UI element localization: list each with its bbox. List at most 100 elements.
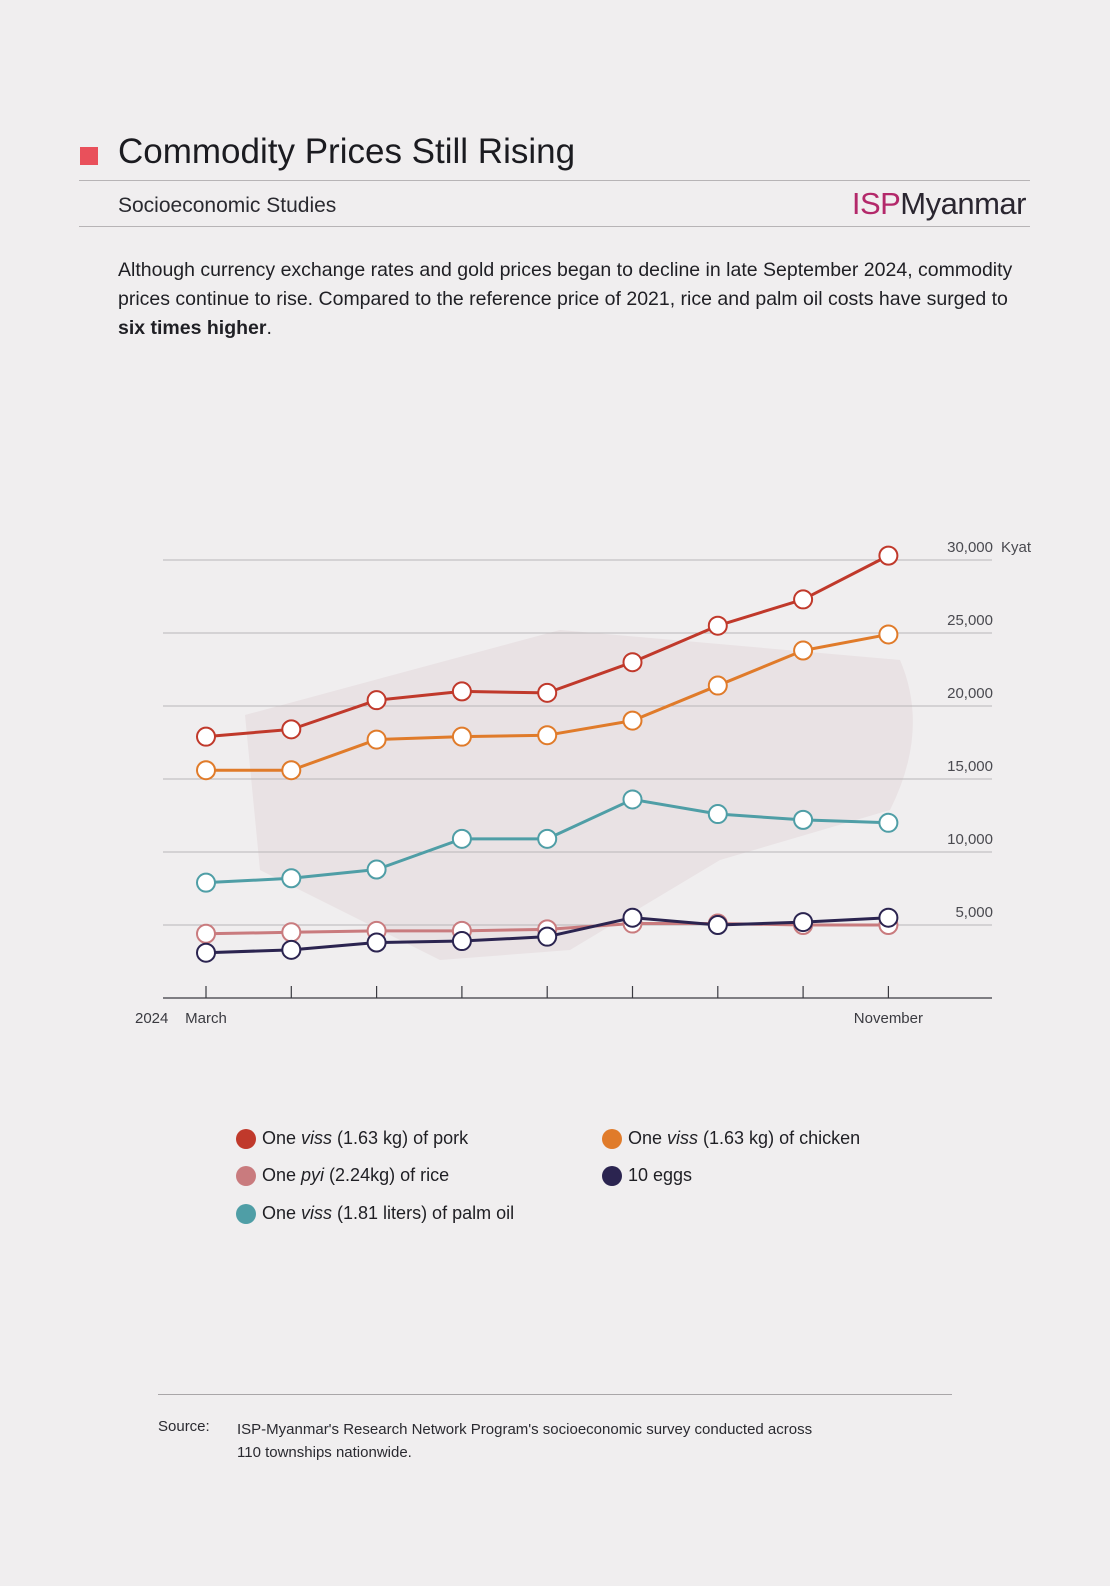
legend-label-suffix: (2.24kg) of rice	[324, 1165, 450, 1185]
series-palm-oil	[196, 789, 899, 893]
series-pork	[196, 545, 899, 747]
legend-label-prefix: One	[262, 1203, 302, 1223]
data-point	[878, 624, 899, 645]
watermark-logo	[245, 630, 913, 960]
legend-label-unit: viss	[667, 1128, 699, 1148]
series-chicken	[196, 624, 899, 781]
data-point	[622, 789, 643, 810]
data-point	[281, 939, 302, 960]
legend-item: One viss (1.63 kg) of pork	[236, 1128, 468, 1149]
legend-label-prefix: One	[262, 1165, 302, 1185]
data-point	[196, 872, 216, 893]
source-text: ISP-Myanmar's Research Network Program's…	[237, 1418, 837, 1464]
data-point	[366, 859, 387, 880]
y-tick-label: 5,000	[955, 904, 993, 921]
y-tick-label: 15,000	[947, 758, 993, 775]
x-tick-label: November	[854, 1010, 923, 1027]
data-point	[793, 589, 814, 610]
intro-emphasis: six times higher	[118, 317, 267, 339]
source-label: Source:	[158, 1418, 210, 1435]
data-point	[793, 809, 814, 830]
data-point	[622, 652, 643, 673]
data-point	[451, 726, 472, 747]
legend-label: 10 eggs	[628, 1165, 692, 1186]
x-axis-year-label: 2024	[135, 1010, 168, 1027]
legend-item: One viss (1.63 kg) of chicken	[602, 1128, 860, 1149]
data-point	[707, 804, 728, 825]
source-line-2: 110 townships nationwide.	[237, 1444, 412, 1461]
data-point	[622, 710, 643, 731]
title-marker	[80, 147, 98, 165]
header-rule-top	[79, 180, 1030, 181]
data-point	[281, 922, 302, 943]
footer-rule	[158, 1394, 952, 1395]
intro-paragraph: Although currency exchange rates and gol…	[118, 256, 1018, 343]
legend-swatch	[236, 1165, 256, 1186]
legend-label-unit: viss	[301, 1128, 333, 1148]
y-tick-label: 10,000	[947, 831, 993, 848]
legend-label: One viss (1.81 liters) of palm oil	[262, 1203, 514, 1224]
data-point	[537, 926, 558, 947]
legend-item: One pyi (2.24kg) of rice	[236, 1165, 449, 1186]
data-point	[366, 932, 387, 953]
x-axis	[163, 986, 992, 999]
legend-label-suffix: (1.63 kg) of chicken	[698, 1128, 861, 1148]
data-point	[451, 681, 472, 702]
data-point	[707, 675, 728, 696]
data-point	[537, 828, 558, 849]
data-point	[196, 942, 216, 963]
x-axis-labels: 2024 March November	[135, 1010, 923, 1027]
legend-swatch	[602, 1128, 622, 1149]
data-point	[878, 907, 899, 928]
legend-label: One viss (1.63 kg) of pork	[262, 1128, 468, 1149]
section-subtitle: Socioeconomic Studies	[118, 194, 337, 217]
header-rule-bottom	[79, 226, 1030, 227]
brand-logo: ISPMyanmar	[851, 184, 1027, 224]
legend-item: One viss (1.81 liters) of palm oil	[236, 1203, 514, 1224]
data-point	[451, 828, 472, 849]
y-tick-label: 25,000	[947, 612, 993, 629]
y-tick-label: 30,000	[947, 539, 993, 556]
data-point	[793, 912, 814, 933]
data-point	[622, 907, 643, 928]
page-title: Commodity Prices Still Rising	[118, 132, 576, 171]
data-point	[793, 640, 814, 661]
legend-label: One viss (1.63 kg) of chicken	[628, 1128, 860, 1149]
intro-text: Although currency exchange rates and gol…	[118, 259, 1013, 310]
legend-item: 10 eggs	[602, 1165, 692, 1186]
source-line-1: ISP-Myanmar's Research Network Program's…	[237, 1421, 813, 1438]
data-point	[281, 868, 302, 889]
legend-label-suffix: (1.81 liters) of palm oil	[332, 1203, 515, 1223]
x-tick-label: March	[185, 1010, 227, 1027]
data-point	[707, 615, 728, 636]
legend-label-prefix: One	[262, 1128, 302, 1148]
data-point	[451, 931, 472, 952]
series-eggs	[196, 907, 899, 963]
data-point	[537, 725, 558, 746]
intro-text-end: .	[266, 317, 272, 339]
brand-logo-isp: ISP	[851, 186, 901, 221]
legend-label-suffix: 10 eggs	[628, 1165, 693, 1185]
legend-label-unit: viss	[301, 1203, 333, 1223]
legend-swatch	[236, 1203, 256, 1224]
y-axis-labels: 5,000 10,000 15,000 20,000 25,000 30,000 Kyat	[947, 539, 1032, 921]
legend-swatch	[236, 1128, 256, 1149]
chart-series	[196, 545, 899, 963]
data-point	[196, 923, 216, 944]
data-point	[878, 545, 899, 566]
y-unit-label: Kyat	[1001, 539, 1032, 556]
data-point	[537, 682, 558, 703]
data-point	[196, 760, 216, 781]
legend-label: One pyi (2.24kg) of rice	[262, 1165, 449, 1186]
legend-label-unit: pyi	[301, 1165, 325, 1185]
data-point	[366, 690, 387, 711]
data-point	[707, 915, 728, 935]
legend-swatch	[602, 1165, 622, 1186]
data-point	[878, 812, 899, 833]
y-tick-label: 20,000	[947, 685, 993, 702]
legend-label-suffix: (1.63 kg) of pork	[332, 1128, 469, 1148]
legend-label-prefix: One	[628, 1128, 668, 1148]
brand-logo-name: Myanmar	[900, 186, 1026, 221]
data-point	[281, 760, 302, 781]
